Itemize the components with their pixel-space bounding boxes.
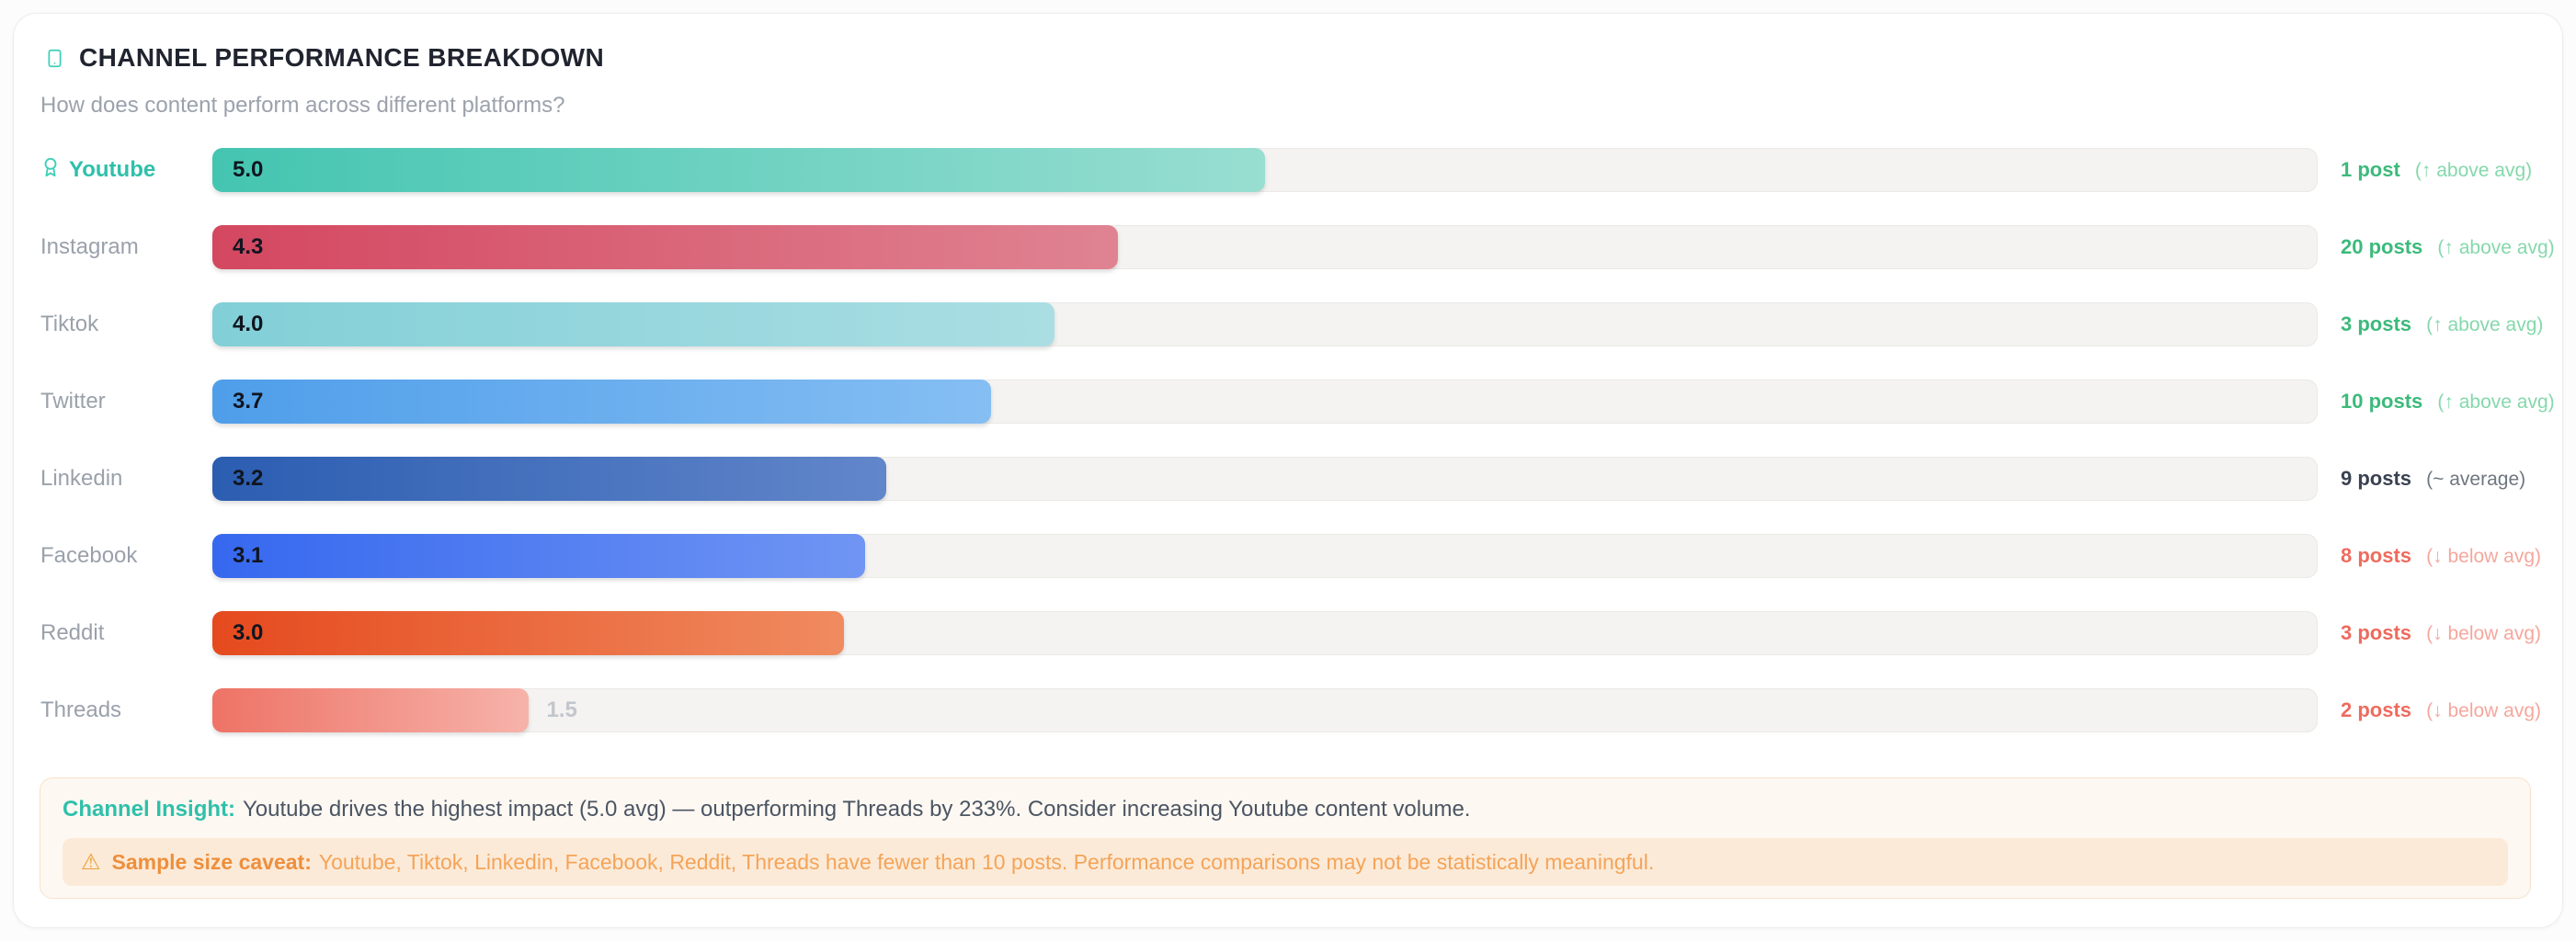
bar-value: 4.0 bbox=[233, 312, 264, 336]
bar-value: 3.1 bbox=[233, 543, 264, 568]
channel-bar-chart: Youtube 5.0 1 post (↑ above avg) Instagr… bbox=[40, 131, 2555, 749]
channel-label: Twitter bbox=[40, 389, 212, 414]
post-annotation: 1 post (↑ above avg) bbox=[2341, 158, 2532, 182]
post-annotation: 9 posts (~ average) bbox=[2341, 467, 2525, 491]
avg-note: (~ average) bbox=[2426, 469, 2526, 490]
avg-note: (↑ above avg) bbox=[2437, 237, 2555, 258]
bar-value: 1.5 bbox=[546, 697, 577, 722]
post-annotation: 20 posts (↑ above avg) bbox=[2341, 235, 2555, 259]
card-header: CHANNEL PERFORMANCE BREAKDOWN bbox=[45, 43, 604, 73]
insight-text: Youtube drives the highest impact (5.0 a… bbox=[243, 797, 1471, 822]
smartphone-icon bbox=[45, 46, 64, 71]
insight-label: Channel Insight: bbox=[63, 797, 235, 822]
channel-label: Threads bbox=[40, 697, 212, 723]
page-subtitle: How does content perform across differen… bbox=[40, 93, 565, 118]
bar-fill bbox=[212, 611, 844, 655]
post-count: 8 posts bbox=[2341, 544, 2412, 567]
post-annotation: 10 posts (↑ above avg) bbox=[2341, 390, 2555, 414]
avg-note: (↓ below avg) bbox=[2426, 623, 2542, 644]
caveat-label: Sample size caveat: bbox=[111, 850, 312, 874]
bar-fill bbox=[212, 380, 992, 424]
bar-track: 3.2 bbox=[212, 457, 2318, 501]
sample-size-caveat: ⚠ Sample size caveat: Youtube, Tiktok, Lin… bbox=[63, 838, 2508, 886]
avg-note: (↑ above avg) bbox=[2426, 314, 2544, 335]
channel-name: Threads bbox=[40, 697, 122, 722]
channel-performance-card: CHANNEL PERFORMANCE BREAKDOWN How does c… bbox=[13, 13, 2563, 928]
bar-value: 3.7 bbox=[233, 389, 264, 414]
channel-row-twitter: Twitter 3.7 10 posts (↑ above avg) bbox=[40, 363, 2555, 440]
channel-name: Youtube bbox=[69, 157, 156, 182]
channel-label: Youtube bbox=[40, 155, 212, 186]
channel-insight-box: Channel Insight: Youtube drives the highe… bbox=[40, 777, 2531, 899]
bar-value: 3.0 bbox=[233, 620, 264, 645]
channel-label: Reddit bbox=[40, 620, 212, 646]
bar-track: 3.7 bbox=[212, 380, 2318, 424]
page-title: CHANNEL PERFORMANCE BREAKDOWN bbox=[79, 43, 605, 72]
bar-track: 3.0 bbox=[212, 611, 2318, 655]
channel-label: Tiktok bbox=[40, 312, 212, 337]
bar-fill bbox=[212, 534, 865, 578]
post-count: 3 posts bbox=[2341, 312, 2412, 335]
post-count: 9 posts bbox=[2341, 467, 2412, 490]
bar-value: 3.2 bbox=[233, 466, 264, 491]
channel-name: Reddit bbox=[40, 620, 105, 645]
bar-track: 3.1 bbox=[212, 534, 2318, 578]
post-count: 1 post bbox=[2341, 158, 2400, 181]
bar-fill bbox=[212, 148, 1265, 192]
post-count: 10 posts bbox=[2341, 390, 2423, 413]
post-count: 20 posts bbox=[2341, 235, 2423, 258]
post-annotation: 8 posts (↓ below avg) bbox=[2341, 544, 2541, 568]
bar-track: 4.3 bbox=[212, 225, 2318, 269]
channel-label: Instagram bbox=[40, 234, 212, 260]
avg-note: (↑ above avg) bbox=[2437, 391, 2555, 413]
bar-fill bbox=[212, 302, 1054, 346]
bar-fill bbox=[212, 225, 1118, 269]
channel-name: Facebook bbox=[40, 543, 138, 568]
bar-value: 4.3 bbox=[233, 234, 264, 259]
bar-track: 5.0 bbox=[212, 148, 2318, 192]
channel-row-tiktok: Tiktok 4.0 3 posts (↑ above avg) bbox=[40, 286, 2555, 363]
bar-track: 1.5 bbox=[212, 688, 2318, 732]
avg-note: (↑ above avg) bbox=[2414, 160, 2533, 181]
bar-fill bbox=[212, 457, 886, 501]
channel-name: Twitter bbox=[40, 389, 106, 414]
post-annotation: 3 posts (↓ below avg) bbox=[2341, 621, 2541, 645]
channel-label: Facebook bbox=[40, 543, 212, 569]
avg-note: (↓ below avg) bbox=[2426, 700, 2542, 721]
channel-label: Linkedin bbox=[40, 466, 212, 492]
caveat-text: Youtube, Tiktok, Linkedin, Facebook, Red… bbox=[318, 850, 1655, 874]
channel-row-instagram: Instagram 4.3 20 posts (↑ above avg) bbox=[40, 209, 2555, 286]
channel-row-linkedin: Linkedin 3.2 9 posts (~ average) bbox=[40, 440, 2555, 517]
insight-line: Channel Insight: Youtube drives the highe… bbox=[63, 797, 2508, 822]
channel-name: Instagram bbox=[40, 234, 139, 259]
bar-value: 5.0 bbox=[233, 157, 264, 182]
post-count: 3 posts bbox=[2341, 621, 2412, 644]
bar-track: 4.0 bbox=[212, 302, 2318, 346]
post-annotation: 2 posts (↓ below avg) bbox=[2341, 698, 2541, 722]
avg-note: (↓ below avg) bbox=[2426, 546, 2542, 567]
post-annotation: 3 posts (↑ above avg) bbox=[2341, 312, 2543, 336]
channel-row-youtube: Youtube 5.0 1 post (↑ above avg) bbox=[40, 131, 2555, 209]
award-icon bbox=[40, 155, 61, 186]
channel-row-threads: Threads 1.5 2 posts (↓ below avg) bbox=[40, 672, 2555, 749]
channel-row-facebook: Facebook 3.1 8 posts (↓ below avg) bbox=[40, 517, 2555, 595]
channel-row-reddit: Reddit 3.0 3 posts (↓ below avg) bbox=[40, 595, 2555, 672]
channel-name: Linkedin bbox=[40, 466, 123, 491]
warning-icon: ⚠ bbox=[81, 850, 101, 875]
bar-fill bbox=[212, 688, 529, 732]
channel-name: Tiktok bbox=[40, 312, 99, 336]
post-count: 2 posts bbox=[2341, 698, 2412, 721]
